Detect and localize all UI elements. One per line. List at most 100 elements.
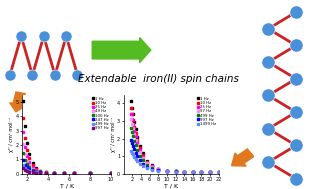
997 Hz xyxy=(217,171,221,173)
Line: 1 Hz: 1 Hz xyxy=(22,100,112,174)
997 Hz xyxy=(31,171,35,173)
10 Hz xyxy=(156,168,160,170)
499 Hz xyxy=(88,172,92,174)
247 Hz xyxy=(21,159,25,161)
997 Hz xyxy=(141,162,145,165)
997 Hz xyxy=(34,171,38,174)
97 Hz xyxy=(182,170,186,173)
1 Hz xyxy=(25,142,29,144)
97 Hz xyxy=(131,127,135,130)
247 Hz xyxy=(73,172,76,174)
247 Hz xyxy=(109,172,113,174)
25 Hz xyxy=(34,169,38,171)
25 Hz xyxy=(141,156,145,158)
499 Hz xyxy=(130,126,133,129)
25 Hz xyxy=(44,171,48,174)
1 Hz xyxy=(199,171,203,173)
1499 Hz xyxy=(208,171,212,173)
49 Hz xyxy=(25,160,29,162)
997 Hz xyxy=(38,172,42,174)
100 Hz xyxy=(38,171,42,173)
1 Hz xyxy=(133,121,136,123)
10 Hz xyxy=(165,170,169,172)
100 Hz xyxy=(73,172,76,174)
499 Hz xyxy=(138,154,142,157)
247 Hz xyxy=(62,172,66,174)
1 Hz xyxy=(73,172,76,174)
1 Hz xyxy=(38,170,42,172)
97 Hz xyxy=(217,171,221,173)
997 Hz xyxy=(88,172,92,174)
1499 Hz xyxy=(182,171,186,173)
499 Hz xyxy=(150,167,154,169)
247 Hz xyxy=(34,171,38,173)
25 Hz xyxy=(217,171,221,173)
10 Hz xyxy=(73,172,76,174)
1 Hz xyxy=(150,164,154,166)
25 Hz xyxy=(21,131,25,134)
997 Hz xyxy=(156,169,160,171)
1499 Hz xyxy=(130,151,134,154)
25 Hz xyxy=(191,171,195,173)
25 Hz xyxy=(73,172,76,174)
1 Hz xyxy=(44,171,48,174)
Y-axis label: χ'' / cm³ mol⁻¹: χ'' / cm³ mol⁻¹ xyxy=(9,117,14,152)
247 Hz xyxy=(28,168,31,170)
1 Hz xyxy=(109,172,113,174)
49 Hz xyxy=(38,171,42,173)
10 Hz xyxy=(134,132,138,134)
499 Hz xyxy=(134,144,138,146)
25 Hz xyxy=(156,168,160,170)
1499 Hz xyxy=(146,167,149,170)
499 Hz xyxy=(62,172,66,174)
100 Hz xyxy=(62,172,66,174)
49 Hz xyxy=(52,172,55,174)
49 Hz xyxy=(109,172,113,174)
997 Hz xyxy=(174,170,178,173)
Legend: 1 Hz, 10 Hz, 25 Hz, 97 Hz, 499 Hz, 997 Hz, 1499 Hz: 1 Hz, 10 Hz, 25 Hz, 97 Hz, 499 Hz, 997 H… xyxy=(196,96,217,126)
Line: 1 Hz: 1 Hz xyxy=(130,100,220,173)
247 Hz xyxy=(52,172,55,174)
1499 Hz xyxy=(165,170,169,173)
25 Hz xyxy=(23,146,27,148)
FancyArrow shape xyxy=(92,38,151,63)
10 Hz xyxy=(21,117,25,119)
25 Hz xyxy=(136,142,139,144)
10 Hz xyxy=(88,172,92,174)
97 Hz xyxy=(156,168,160,170)
499 Hz xyxy=(182,170,186,173)
499 Hz xyxy=(38,171,42,174)
997 Hz xyxy=(109,172,113,174)
25 Hz xyxy=(62,172,66,174)
Line: 10 Hz: 10 Hz xyxy=(130,107,220,173)
25 Hz xyxy=(28,161,31,163)
1 Hz xyxy=(136,136,139,138)
25 Hz xyxy=(199,171,203,173)
499 Hz xyxy=(208,171,212,173)
247 Hz xyxy=(23,163,27,166)
100 Hz xyxy=(31,169,35,171)
1 Hz xyxy=(208,171,212,173)
499 Hz xyxy=(141,159,145,161)
1499 Hz xyxy=(138,163,142,165)
100 Hz xyxy=(52,172,55,174)
10 Hz xyxy=(133,126,136,128)
997 Hz xyxy=(130,142,134,144)
97 Hz xyxy=(199,171,203,173)
1499 Hz xyxy=(131,153,135,156)
97 Hz xyxy=(136,144,139,147)
Line: 1499 Hz: 1499 Hz xyxy=(130,149,220,173)
499 Hz xyxy=(23,167,27,169)
97 Hz xyxy=(208,171,212,173)
10 Hz xyxy=(28,157,31,159)
Text: Extendable  iron(II) spin chains: Extendable iron(II) spin chains xyxy=(78,74,239,84)
1 Hz xyxy=(174,170,178,173)
1 Hz xyxy=(130,107,134,109)
997 Hz xyxy=(21,167,25,169)
49 Hz xyxy=(62,172,66,174)
997 Hz xyxy=(136,155,139,157)
25 Hz xyxy=(38,170,42,173)
49 Hz xyxy=(21,143,25,145)
997 Hz xyxy=(134,151,138,154)
1499 Hz xyxy=(217,171,221,173)
